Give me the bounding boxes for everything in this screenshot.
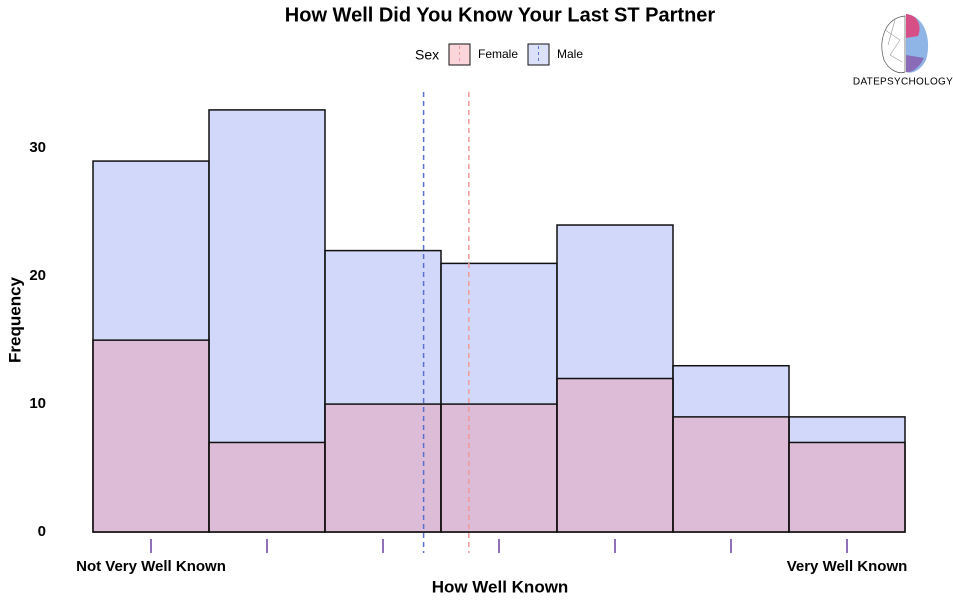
bar: [92, 339, 210, 533]
y-axis-title: Frequency: [5, 276, 24, 363]
bar: [556, 377, 674, 533]
logo: DATEPSYCHOLOGY: [853, 14, 953, 88]
bar: [324, 249, 442, 533]
legend-label: Male: [557, 47, 583, 61]
legend-label: Female: [478, 47, 518, 61]
bar: [324, 403, 442, 533]
bar: [208, 109, 326, 533]
bar: [672, 364, 790, 533]
y-tick-label: 20: [29, 267, 46, 284]
chart-title: How Well Did You Know Your Last ST Partn…: [285, 4, 716, 26]
legend-title: Sex: [415, 47, 439, 63]
logo-text: DATEPSYCHOLOGY: [853, 77, 953, 88]
y-tick-label: 10: [29, 395, 46, 412]
x-tick-label: Not Very Well Known: [76, 558, 226, 575]
bar: [672, 416, 790, 533]
bar: [440, 262, 558, 533]
bar: [92, 160, 210, 533]
y-tick-label: 0: [38, 523, 46, 540]
x-tick-label: Very Well Known: [787, 558, 908, 575]
bar: [788, 441, 906, 533]
x-axis-title: How Well Known: [432, 577, 569, 596]
bar: [440, 403, 558, 533]
bar: [208, 441, 326, 533]
y-tick-label: 30: [29, 139, 46, 156]
